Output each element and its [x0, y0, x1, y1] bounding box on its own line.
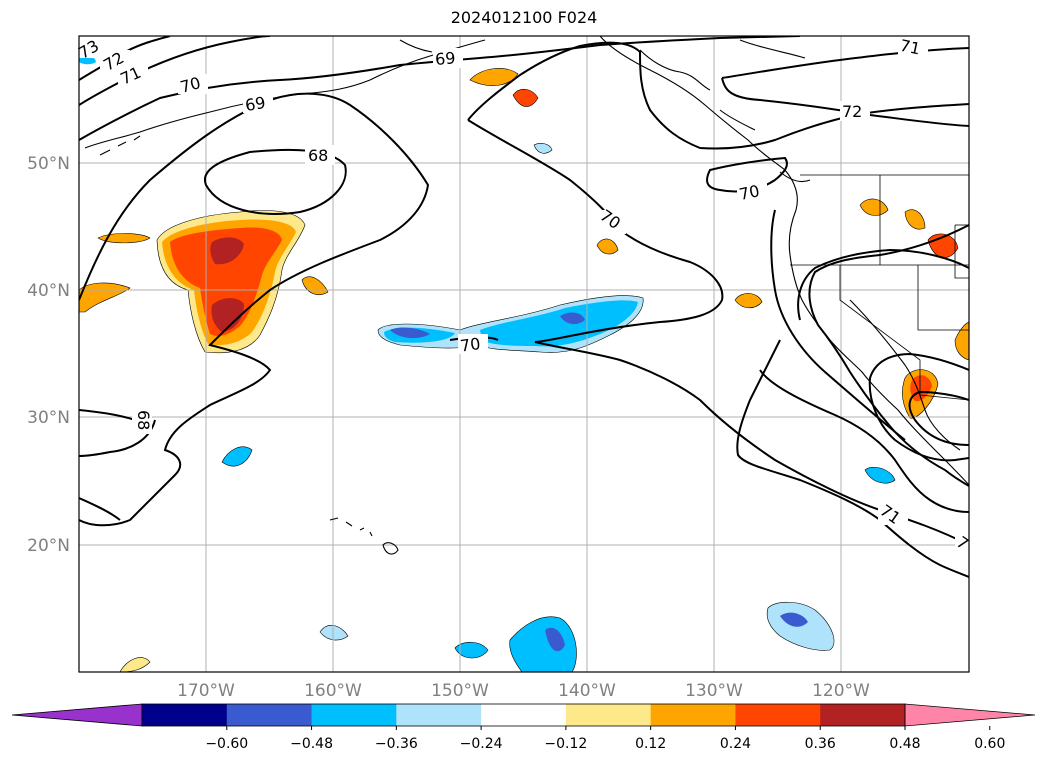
lat-label: 40°N [27, 281, 70, 301]
shaded-anomalies [79, 53, 969, 672]
lon-label: 160°W [304, 681, 362, 701]
map-title: 2024012100 F024 [450, 8, 598, 27]
contour-label: 71 [898, 36, 922, 59]
colorbar-segment [142, 704, 228, 726]
graticule [79, 36, 969, 672]
colorbar-segment [481, 704, 567, 726]
colorbar-segment [820, 704, 906, 726]
lon-label: 170°W [177, 681, 235, 701]
colorbar-extend-low [11, 703, 143, 727]
negative-anomaly-south2 [454, 641, 489, 659]
contour-label: 70 [737, 181, 761, 204]
positive-anomaly-east-edge [954, 321, 969, 361]
positive-anomaly-west-max2 [211, 298, 244, 332]
lat-label: 30°N [27, 408, 70, 428]
colorbar-frame [141, 703, 906, 727]
colorbar-segment [565, 704, 652, 726]
lat-label: 50°N [27, 154, 70, 174]
colorbar-segment [226, 704, 313, 726]
positive-anomaly-left-edge [79, 282, 131, 313]
colorbar-tick-label: −0.36 [375, 736, 418, 752]
negative-anomaly-small2 [533, 143, 553, 154]
contour-label: 68 [308, 146, 328, 165]
negative-anomaly-band-mid2 [480, 300, 638, 347]
lon-label: 150°W [431, 681, 489, 701]
contour-label: 70 [178, 73, 203, 97]
positive-anomaly-west-strong [170, 227, 282, 336]
negative-anomaly-small1 [221, 446, 253, 467]
positive-anomaly-coast1 [859, 198, 889, 216]
colorbar-segment [650, 704, 736, 726]
negative-anomaly-band-strong2 [560, 312, 585, 325]
positive-anomaly-mid1 [596, 238, 619, 255]
contour-label: 69 [434, 48, 456, 69]
contour-labels: 73 72 71 70 69 68 69 70 70 70 71 72 70 7… [75, 36, 972, 554]
colorbar [11, 703, 1036, 730]
lon-label: 130°W [685, 681, 743, 701]
contour-label: 70 [459, 334, 482, 356]
positive-anomaly-coast2 [904, 209, 926, 230]
negative-anomaly-south3-strong [780, 612, 808, 627]
longitude-labels: 170°W 160°W 150°W 140°W 130°W 120°W [177, 681, 870, 701]
colorbar-segment [311, 704, 397, 726]
colorbar-segment [396, 704, 482, 726]
positive-anomaly-small2 [301, 276, 329, 295]
lon-label: 140°W [558, 681, 616, 701]
negative-anomaly-small3 [864, 467, 896, 484]
positive-anomaly-west-max1 [210, 237, 244, 265]
colorbar-tick-labels: −0.60 −0.48 −0.36 −0.24 −0.12 0.12 0.24 0.36 0.4… [205, 736, 1005, 752]
negative-anomaly-south1-strong [545, 627, 565, 652]
colorbar-tick-label: −0.48 [290, 736, 333, 752]
map-plot-area [79, 36, 969, 672]
colorbar-tick-label: 0.24 [720, 736, 751, 752]
colorbar-tick-label: 0.48 [889, 736, 920, 752]
positive-anomaly-small1 [97, 233, 151, 244]
lon-label: 120°W [812, 681, 870, 701]
colorbar-tick-label: −0.60 [205, 736, 248, 752]
colorbar-segment [735, 704, 821, 726]
contour-label: 69 [244, 93, 267, 115]
plot-border [78, 35, 970, 673]
contour-label: 72 [842, 102, 862, 121]
colorbar-tick-label: 0.12 [635, 736, 666, 752]
latitude-labels: 50°N 40°N 30°N 20°N [27, 154, 70, 556]
colorbar-tick-label: −0.24 [460, 736, 503, 752]
negative-anomaly-south4 [319, 625, 349, 641]
positive-anomaly-gulf2 [512, 89, 539, 107]
negative-anomaly-band-strong1 [390, 327, 430, 339]
colorbar-tick-label: −0.12 [544, 736, 587, 752]
colorbar-tick-label: 0.36 [805, 736, 836, 752]
negative-anomaly-south1 [509, 616, 577, 672]
positive-anomaly-mid2 [734, 293, 763, 309]
positive-anomaly-south [119, 657, 151, 672]
colorbar-extend-high [904, 703, 1036, 727]
colorbar-tick-label: 0.60 [974, 736, 1005, 752]
lat-label: 20°N [27, 536, 70, 556]
contour-label: 68 [134, 410, 153, 430]
positive-anomaly-gulf1 [469, 68, 519, 86]
